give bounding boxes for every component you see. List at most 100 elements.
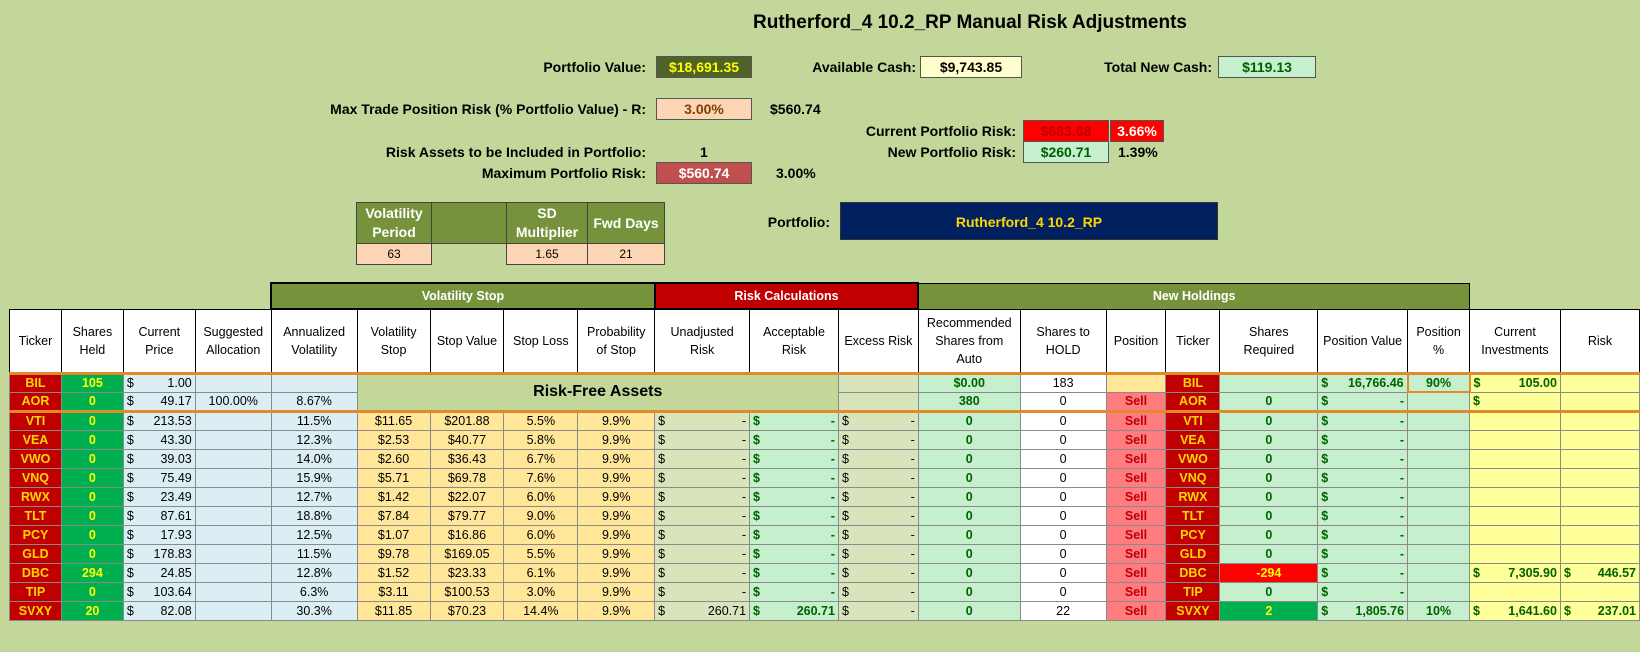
column-header[interactable]: Recommended Shares from Auto xyxy=(917,308,1021,374)
portfolio-value[interactable]: $18,691.35 xyxy=(656,56,752,78)
column-header[interactable]: Risk xyxy=(1559,308,1640,374)
column-header[interactable]: Current Price xyxy=(122,308,196,374)
shares-required-cell: 0 xyxy=(1219,448,1319,469)
shares-held-cell[interactable]: 0 xyxy=(60,524,124,545)
position-pct-cell xyxy=(1407,391,1471,412)
shares-to-hold-cell[interactable]: 0 xyxy=(1019,391,1107,412)
column-header[interactable]: Shares Required xyxy=(1219,308,1319,374)
suggested-allocation-cell[interactable] xyxy=(194,600,272,621)
shares-held-cell[interactable]: 0 xyxy=(60,429,124,450)
annualized-volatility-cell: 11.5% xyxy=(270,410,358,431)
column-header[interactable]: Position Value xyxy=(1317,308,1409,374)
recommended-shares-cell: 0 xyxy=(917,543,1021,564)
current-price-cell: $87.61 xyxy=(122,505,196,526)
excess-risk: $ - xyxy=(842,566,915,580)
annualized-volatility-cell: 6.3% xyxy=(270,581,358,602)
shares-held-cell[interactable]: 294 xyxy=(60,562,124,583)
column-header[interactable]: Unadjusted Risk xyxy=(654,308,751,374)
column-header[interactable]: Excess Risk xyxy=(837,308,919,374)
dollar-sign: $ xyxy=(753,508,760,523)
column-header[interactable]: Annualized Volatility xyxy=(270,308,358,374)
column-header[interactable]: Shares Held xyxy=(60,308,124,374)
ticker-cell[interactable]: AOR xyxy=(9,391,62,412)
shares-held-cell[interactable]: 105 xyxy=(60,372,124,393)
current-price-cell: $49.17 xyxy=(122,391,196,412)
shares-to-hold-cell[interactable]: 0 xyxy=(1019,486,1107,507)
shares-to-hold-cell[interactable]: 0 xyxy=(1019,467,1107,488)
suggested-allocation-cell[interactable] xyxy=(194,429,272,450)
shares-held-cell[interactable]: 0 xyxy=(60,486,124,507)
ticker-cell[interactable]: VTI xyxy=(9,410,62,431)
position-pct-cell xyxy=(1407,581,1471,602)
shares-held-cell[interactable]: 0 xyxy=(60,391,124,412)
shares-to-hold-cell[interactable]: 0 xyxy=(1019,448,1107,469)
position-value-cell: $ - xyxy=(1317,391,1409,412)
shares-held-cell[interactable]: 0 xyxy=(60,410,124,431)
shares-to-hold-cell[interactable]: 0 xyxy=(1019,410,1107,431)
ticker-cell[interactable]: TIP xyxy=(9,581,62,602)
ticker-cell[interactable]: BIL xyxy=(9,372,62,393)
column-header[interactable]: Ticker xyxy=(1165,308,1221,374)
probability-of-stop-cell: 9.9% xyxy=(577,429,656,450)
shares-to-hold-cell[interactable]: 0 xyxy=(1019,543,1107,564)
suggested-allocation-cell[interactable] xyxy=(194,562,272,583)
ticker-cell[interactable]: SVXY xyxy=(9,600,62,621)
column-header[interactable]: Volatility Stop xyxy=(356,308,431,374)
suggested-allocation-cell[interactable]: 100.00% xyxy=(194,391,272,412)
suggested-allocation-cell[interactable] xyxy=(194,543,272,564)
ticker-cell[interactable]: VNQ xyxy=(9,467,62,488)
shares-held-cell[interactable]: 20 xyxy=(60,600,124,621)
column-header[interactable]: Ticker xyxy=(9,308,62,374)
sd-mult-value[interactable]: 1.65 xyxy=(506,243,588,265)
acceptable-risk-cell: $ - xyxy=(749,543,839,564)
column-header[interactable]: Acceptable Risk xyxy=(749,308,839,374)
unadjusted-risk-amount: - xyxy=(741,414,747,428)
ticker-cell: VNQ xyxy=(1165,467,1221,488)
fwd-days-value[interactable]: 21 xyxy=(587,243,665,265)
suggested-allocation-cell[interactable] xyxy=(194,448,272,469)
ticker-cell[interactable]: VWO xyxy=(9,448,62,469)
suggested-allocation-cell[interactable] xyxy=(194,505,272,526)
column-header[interactable]: Probability of Stop xyxy=(577,308,656,374)
shares-held-cell[interactable]: 0 xyxy=(60,448,124,469)
column-header[interactable]: Shares to HOLD xyxy=(1019,308,1107,374)
ticker-cell[interactable]: TLT xyxy=(9,505,62,526)
suggested-allocation-cell[interactable] xyxy=(194,524,272,545)
column-header[interactable]: Position xyxy=(1105,308,1167,374)
suggested-allocation-cell[interactable] xyxy=(194,372,272,393)
stop-value-cell: $79.77 xyxy=(429,505,505,526)
column-header[interactable]: Suggested Allocation xyxy=(194,308,272,374)
shares-held-cell[interactable]: 0 xyxy=(60,543,124,564)
suggested-allocation-cell[interactable] xyxy=(194,581,272,602)
vol-period-value[interactable]: 63 xyxy=(356,243,432,265)
available-cash-value[interactable]: $9,743.85 xyxy=(920,56,1022,78)
portfolio-name[interactable]: Rutherford_4 10.2_RP xyxy=(840,202,1218,240)
column-header[interactable]: Position % xyxy=(1407,308,1471,374)
shares-held-cell[interactable]: 0 xyxy=(60,581,124,602)
shares-to-hold-cell[interactable]: 0 xyxy=(1019,505,1107,526)
total-new-cash-value[interactable]: $119.13 xyxy=(1218,56,1316,78)
shares-to-hold-cell[interactable]: 0 xyxy=(1019,562,1107,583)
shares-held-cell[interactable]: 0 xyxy=(60,505,124,526)
current-price-cell: $23.49 xyxy=(122,486,196,507)
ticker-cell[interactable]: DBC xyxy=(9,562,62,583)
column-header[interactable]: Stop Value xyxy=(429,308,505,374)
suggested-allocation-cell[interactable] xyxy=(194,467,272,488)
ticker-cell[interactable]: RWX xyxy=(9,486,62,507)
dollar-sign: $ xyxy=(126,470,134,485)
shares-held-cell[interactable]: 0 xyxy=(60,467,124,488)
shares-to-hold-cell[interactable]: 0 xyxy=(1019,429,1107,450)
max-trade-risk-pct[interactable]: 3.00% xyxy=(656,98,752,120)
shares-to-hold-cell[interactable]: 0 xyxy=(1019,581,1107,602)
excess-risk-cell: $ - xyxy=(837,600,919,621)
suggested-allocation-cell[interactable] xyxy=(194,486,272,507)
ticker-cell[interactable]: GLD xyxy=(9,543,62,564)
column-header[interactable]: Current Investments xyxy=(1469,308,1561,374)
ticker-cell[interactable]: PCY xyxy=(9,524,62,545)
shares-to-hold-cell[interactable]: 183 xyxy=(1019,372,1107,393)
ticker-cell[interactable]: VEA xyxy=(9,429,62,450)
suggested-allocation-cell[interactable] xyxy=(194,410,272,431)
column-header[interactable]: Stop Loss xyxy=(503,308,579,374)
shares-to-hold-cell[interactable]: 0 xyxy=(1019,524,1107,545)
shares-to-hold-cell[interactable]: 22 xyxy=(1019,600,1107,621)
